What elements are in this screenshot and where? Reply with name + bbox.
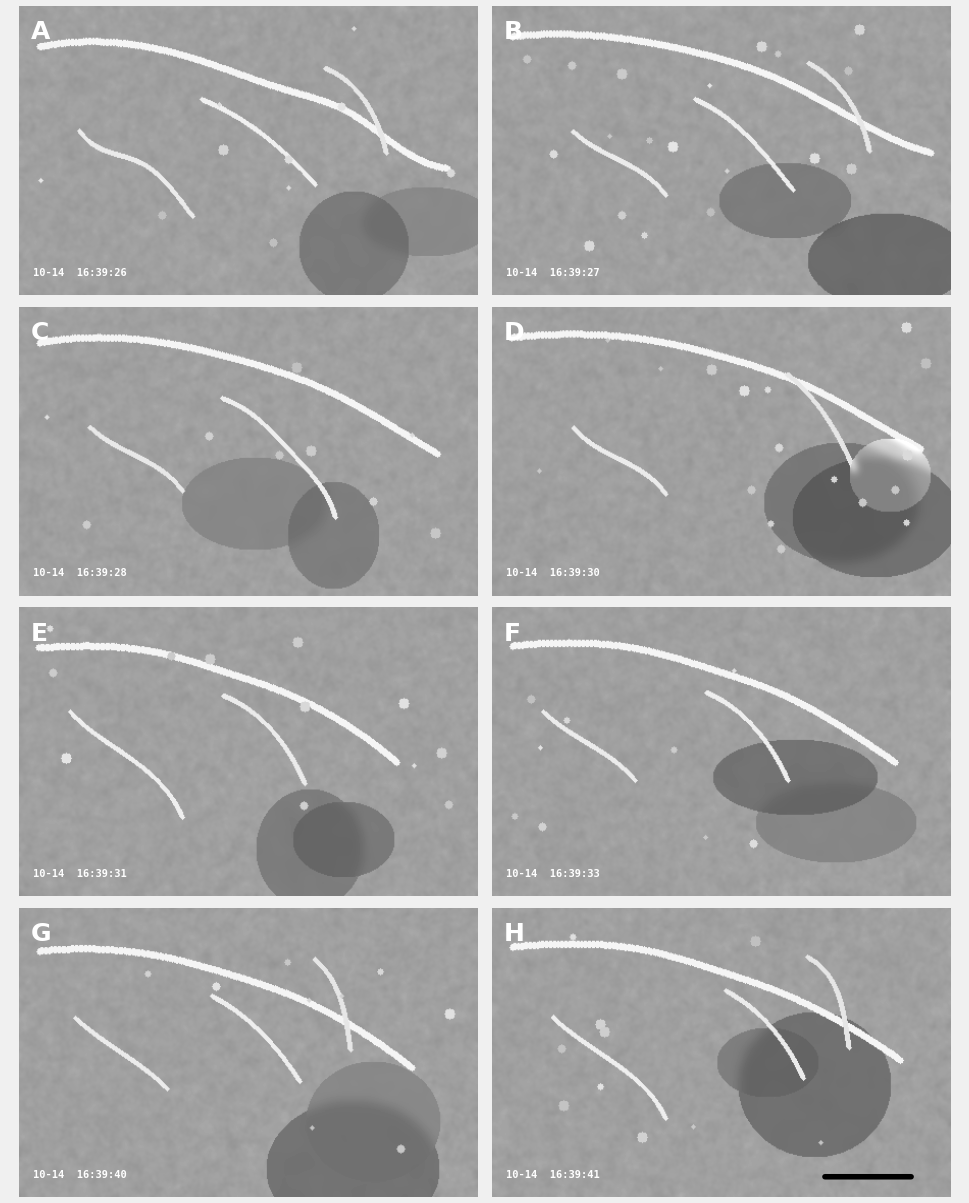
Text: E: E xyxy=(31,622,47,646)
Text: 10-14  16:39:41: 10-14 16:39:41 xyxy=(505,1169,599,1180)
Text: F: F xyxy=(503,622,519,646)
Text: 10-14  16:39:31: 10-14 16:39:31 xyxy=(33,869,127,879)
Text: 10-14  16:39:33: 10-14 16:39:33 xyxy=(505,869,599,879)
Text: 10-14  16:39:28: 10-14 16:39:28 xyxy=(33,568,127,579)
Text: 10-14  16:39:30: 10-14 16:39:30 xyxy=(505,568,599,579)
Text: D: D xyxy=(503,321,523,345)
Text: B: B xyxy=(503,20,522,45)
Text: C: C xyxy=(31,321,49,345)
Text: 10-14  16:39:40: 10-14 16:39:40 xyxy=(33,1169,127,1180)
Text: 10-14  16:39:27: 10-14 16:39:27 xyxy=(505,268,599,278)
Text: H: H xyxy=(503,923,523,947)
Text: 10-14  16:39:26: 10-14 16:39:26 xyxy=(33,268,127,278)
Text: G: G xyxy=(31,923,51,947)
Text: A: A xyxy=(31,20,50,45)
